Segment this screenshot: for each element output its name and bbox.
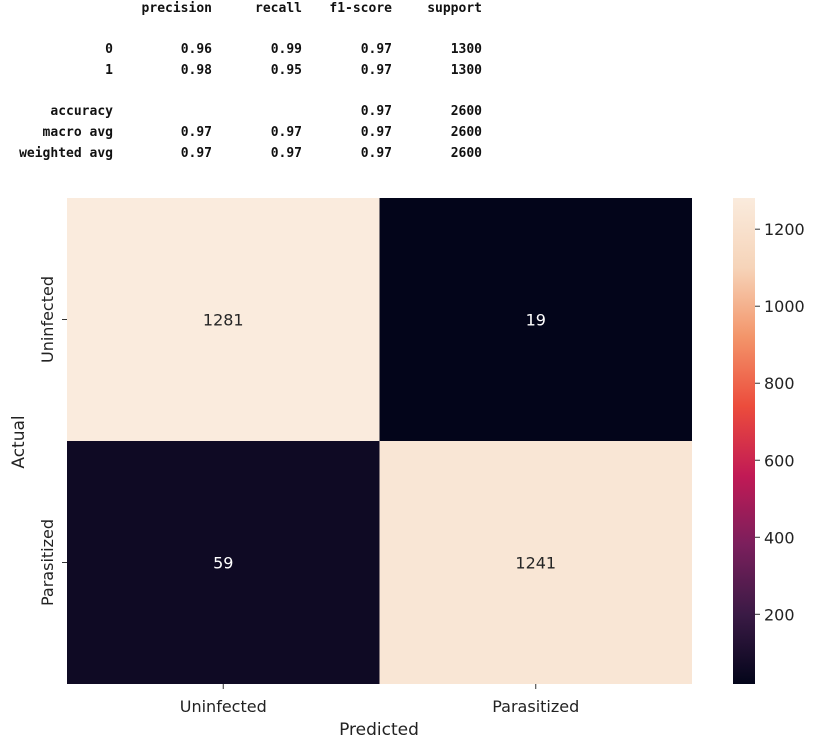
report-cell-precision: 0.96 (180, 42, 212, 57)
report-cell-recall: 0.99 (270, 42, 302, 57)
report-row-label: accuracy (50, 104, 113, 119)
y-axis-ticks: Uninfected Parasitized (38, 276, 67, 606)
colorbar-tick-label: 200 (764, 605, 795, 624)
y-axis-label: Actual (9, 415, 29, 468)
report-cell-recall: 0.97 (270, 146, 302, 161)
report-row-label: 0 (105, 42, 113, 57)
cell-value-label: 1241 (515, 554, 556, 573)
x-tick-label: Uninfected (180, 697, 267, 716)
report-cell-f1: 0.97 (360, 42, 392, 57)
colorbar-ticks: 200 400 600 800 1000 1200 (755, 220, 805, 624)
report-cell-precision: 0.97 (180, 125, 212, 140)
colorbar-tick-label: 600 (764, 451, 795, 470)
report-header-recall: recall (255, 1, 302, 16)
heatmap-cell (67, 198, 380, 441)
report-cell-f1: 0.97 (360, 125, 392, 140)
report-cell-recall: 0.95 (270, 63, 302, 78)
colorbar-tick-label: 800 (764, 374, 795, 393)
cell-value-label: 1281 (203, 311, 244, 330)
heatmap-cell (379, 198, 692, 441)
report-header-support: support (427, 1, 482, 16)
colorbar-tick-label: 1200 (764, 220, 805, 239)
colorbar-tick-label: 1000 (764, 297, 805, 316)
classification-report: precision recall f1-score support 0 0.96… (0, 0, 815, 180)
report-cell-f1: 0.97 (360, 146, 392, 161)
report-cell-support: 1300 (450, 42, 482, 57)
colorbar (733, 198, 755, 684)
heatmap-cells: 1281 19 59 1241 (67, 198, 692, 684)
report-header-precision: precision (141, 1, 212, 16)
report-cell-support: 2600 (450, 104, 482, 119)
colorbar-tick-label: 400 (764, 528, 795, 547)
report-cell-recall: 0.97 (270, 125, 302, 140)
report-cell-f1: 0.97 (360, 63, 392, 78)
y-tick-label: Uninfected (38, 276, 57, 363)
report-cell-support: 1300 (450, 63, 482, 78)
report-header-f1-score: f1-score (329, 1, 392, 16)
heatmap-cell (67, 441, 380, 684)
cell-value-label: 59 (213, 554, 233, 573)
x-axis-label: Predicted (339, 720, 419, 740)
cell-value-label: 19 (526, 311, 546, 330)
report-cell-f1: 0.97 (360, 104, 392, 119)
confusion-matrix-heatmap: 1281 19 59 1241 Uninfected Parasitized Uninf… (9, 198, 805, 740)
x-axis-ticks: Uninfected Parasitized (180, 684, 579, 716)
report-row-label: weighted avg (19, 146, 113, 161)
report-row-label: 1 (105, 63, 113, 78)
report-cell-precision: 0.97 (180, 146, 212, 161)
report-cell-support: 2600 (450, 125, 482, 140)
report-cell-precision: 0.98 (180, 63, 212, 78)
heatmap-cell (379, 441, 692, 684)
report-cell-support: 2600 (450, 146, 482, 161)
y-tick-label: Parasitized (38, 519, 57, 606)
x-tick-label: Parasitized (492, 697, 579, 716)
report-row-label: macro avg (42, 125, 113, 140)
